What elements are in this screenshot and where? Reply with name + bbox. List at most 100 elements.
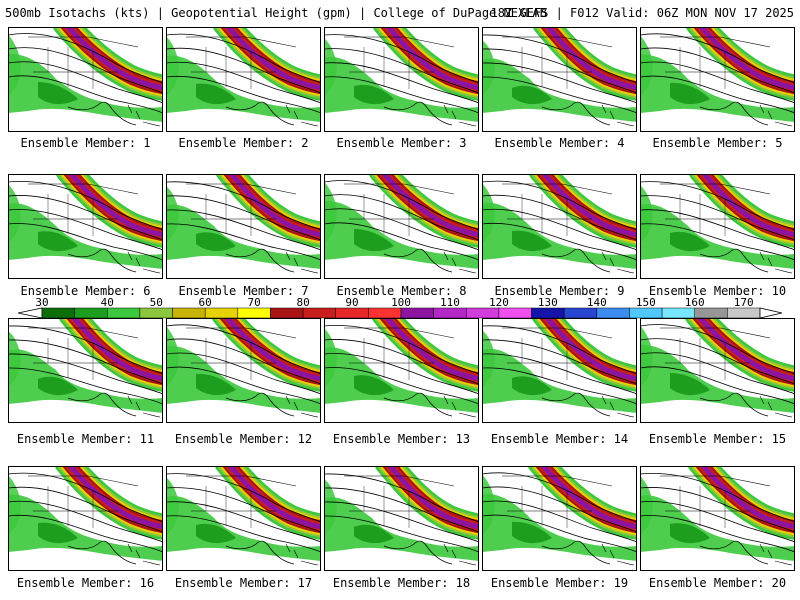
ensemble-member-label: Ensemble Member: 16 bbox=[16, 576, 155, 590]
isotach-map bbox=[482, 27, 637, 132]
ensemble-map-panel bbox=[166, 318, 321, 423]
isotach-map bbox=[324, 27, 479, 132]
ensemble-member-label: Ensemble Member: 5 bbox=[652, 136, 783, 150]
colorbar-segment bbox=[302, 307, 336, 319]
isotach-map bbox=[640, 27, 795, 132]
isotach-map bbox=[482, 318, 637, 423]
colorbar-segment bbox=[694, 307, 728, 319]
ensemble-member-label: Ensemble Member: 14 bbox=[490, 432, 629, 446]
ensemble-member-label: Ensemble Member: 4 bbox=[494, 136, 625, 150]
colorbar-segment bbox=[629, 307, 663, 319]
colorbar-segment bbox=[466, 307, 500, 319]
colorbar-segment bbox=[727, 307, 761, 319]
colorbar-tick-label: 170 bbox=[733, 296, 754, 309]
ensemble-member-label: Ensemble Member: 9 bbox=[494, 284, 625, 298]
ensemble-member-label: Ensemble Member: 15 bbox=[648, 432, 787, 446]
isotach-colorbar: 30 40 50 60 70 80 90 100 110 120 130 140 150 160 170 bbox=[0, 294, 800, 320]
isotach-map bbox=[482, 174, 637, 279]
colorbar-tick-label: 120 bbox=[488, 296, 509, 309]
ensemble-member-label: Ensemble Member: 13 bbox=[332, 432, 471, 446]
ensemble-member-label: Ensemble Member: 10 bbox=[648, 284, 787, 298]
colorbar-tick-label: 50 bbox=[149, 296, 163, 309]
isotach-map bbox=[640, 174, 795, 279]
ensemble-map-panel bbox=[482, 466, 637, 571]
ensemble-member-label: Ensemble Member: 18 bbox=[332, 576, 471, 590]
colorbar-tick-label: 150 bbox=[635, 296, 656, 309]
ensemble-member-label: Ensemble Member: 20 bbox=[648, 576, 787, 590]
ensemble-member-label: Ensemble Member: 6 bbox=[20, 284, 151, 298]
ensemble-member-label: Ensemble Member: 2 bbox=[178, 136, 309, 150]
ensemble-map-panel bbox=[482, 174, 637, 279]
isotach-map bbox=[8, 27, 163, 132]
ensemble-map-panel bbox=[324, 174, 479, 279]
ensemble-map-panel bbox=[482, 318, 637, 423]
ensemble-map-panel bbox=[324, 466, 479, 571]
ensemble-map-panel bbox=[8, 27, 163, 132]
colorbar-tick-label: 160 bbox=[684, 296, 705, 309]
header: 500mb Isotachs (kts) | Geopotential Heig… bbox=[0, 0, 800, 24]
ensemble-map-panel bbox=[8, 466, 163, 571]
colorbar-left-arrow bbox=[17, 307, 43, 319]
ensemble-map-panel bbox=[640, 174, 795, 279]
colorbar-segment bbox=[74, 307, 108, 319]
colorbar-tick-label: 40 bbox=[100, 296, 114, 309]
model-run-valid-time: 18Z GEFS | F012 Valid: 06Z MON NOV 17 20… bbox=[490, 6, 794, 20]
ensemble-map-panel bbox=[166, 466, 321, 571]
ensemble-member-label: Ensemble Member: 12 bbox=[174, 432, 313, 446]
colorbar-segment bbox=[433, 307, 467, 319]
colorbar-tick-label: 60 bbox=[198, 296, 212, 309]
isotach-map bbox=[166, 466, 321, 571]
ensemble-member-label: Ensemble Member: 1 bbox=[20, 136, 151, 150]
ensemble-map-panel bbox=[482, 27, 637, 132]
isotach-map bbox=[482, 466, 637, 571]
colorbar-segment bbox=[237, 307, 271, 319]
colorbar-segment bbox=[270, 307, 304, 319]
colorbar-right-arrow bbox=[759, 307, 783, 319]
ensemble-map-panel bbox=[640, 318, 795, 423]
colorbar-segment bbox=[172, 307, 206, 319]
product-title: 500mb Isotachs (kts) | Geopotential Heig… bbox=[5, 6, 547, 20]
colorbar-segment bbox=[563, 307, 598, 319]
isotach-map bbox=[166, 174, 321, 279]
colorbar-segment bbox=[531, 307, 565, 319]
colorbar-tick-label: 80 bbox=[296, 296, 310, 309]
isotach-map bbox=[324, 466, 479, 571]
ensemble-map-panel bbox=[166, 174, 321, 279]
colorbar-segment bbox=[400, 307, 434, 319]
colorbar-segment bbox=[596, 307, 630, 319]
colorbar-segment bbox=[335, 307, 369, 319]
colorbar-segment bbox=[107, 307, 141, 319]
ensemble-member-label: Ensemble Member: 7 bbox=[178, 284, 309, 298]
colorbar-tick-label: 140 bbox=[586, 296, 607, 309]
ensemble-member-label: Ensemble Member: 11 bbox=[16, 432, 155, 446]
ensemble-member-label: Ensemble Member: 3 bbox=[336, 136, 467, 150]
isotach-map bbox=[166, 27, 321, 132]
isotach-map bbox=[640, 318, 795, 423]
ensemble-member-label: Ensemble Member: 8 bbox=[336, 284, 467, 298]
colorbar-tick-label: 100 bbox=[391, 296, 411, 309]
ensemble-map-panel bbox=[166, 27, 321, 132]
colorbar-tick-label: 130 bbox=[537, 296, 558, 309]
colorbar-tick-label: 70 bbox=[247, 296, 261, 309]
isotach-map bbox=[166, 318, 321, 423]
colorbar-segment bbox=[41, 307, 75, 319]
ensemble-map-panel bbox=[8, 318, 163, 423]
colorbar-tick-label: 90 bbox=[345, 296, 359, 309]
ensemble-map-panel bbox=[324, 27, 479, 132]
ensemble-member-label: Ensemble Member: 17 bbox=[174, 576, 313, 590]
ensemble-map-panel bbox=[8, 174, 163, 279]
colorbar-bar bbox=[17, 307, 783, 319]
isotach-map bbox=[640, 466, 795, 571]
colorbar-segment bbox=[661, 307, 695, 319]
colorbar-segment bbox=[498, 307, 532, 319]
ensemble-map-panel bbox=[640, 466, 795, 571]
isotach-map bbox=[8, 318, 163, 423]
isotach-map bbox=[8, 466, 163, 571]
colorbar-segment bbox=[204, 307, 239, 319]
isotach-map bbox=[324, 318, 479, 423]
isotach-map bbox=[8, 174, 163, 279]
colorbar-tick-label: 30 bbox=[35, 296, 49, 309]
colorbar-segment bbox=[368, 307, 402, 319]
isotach-map bbox=[324, 174, 479, 279]
